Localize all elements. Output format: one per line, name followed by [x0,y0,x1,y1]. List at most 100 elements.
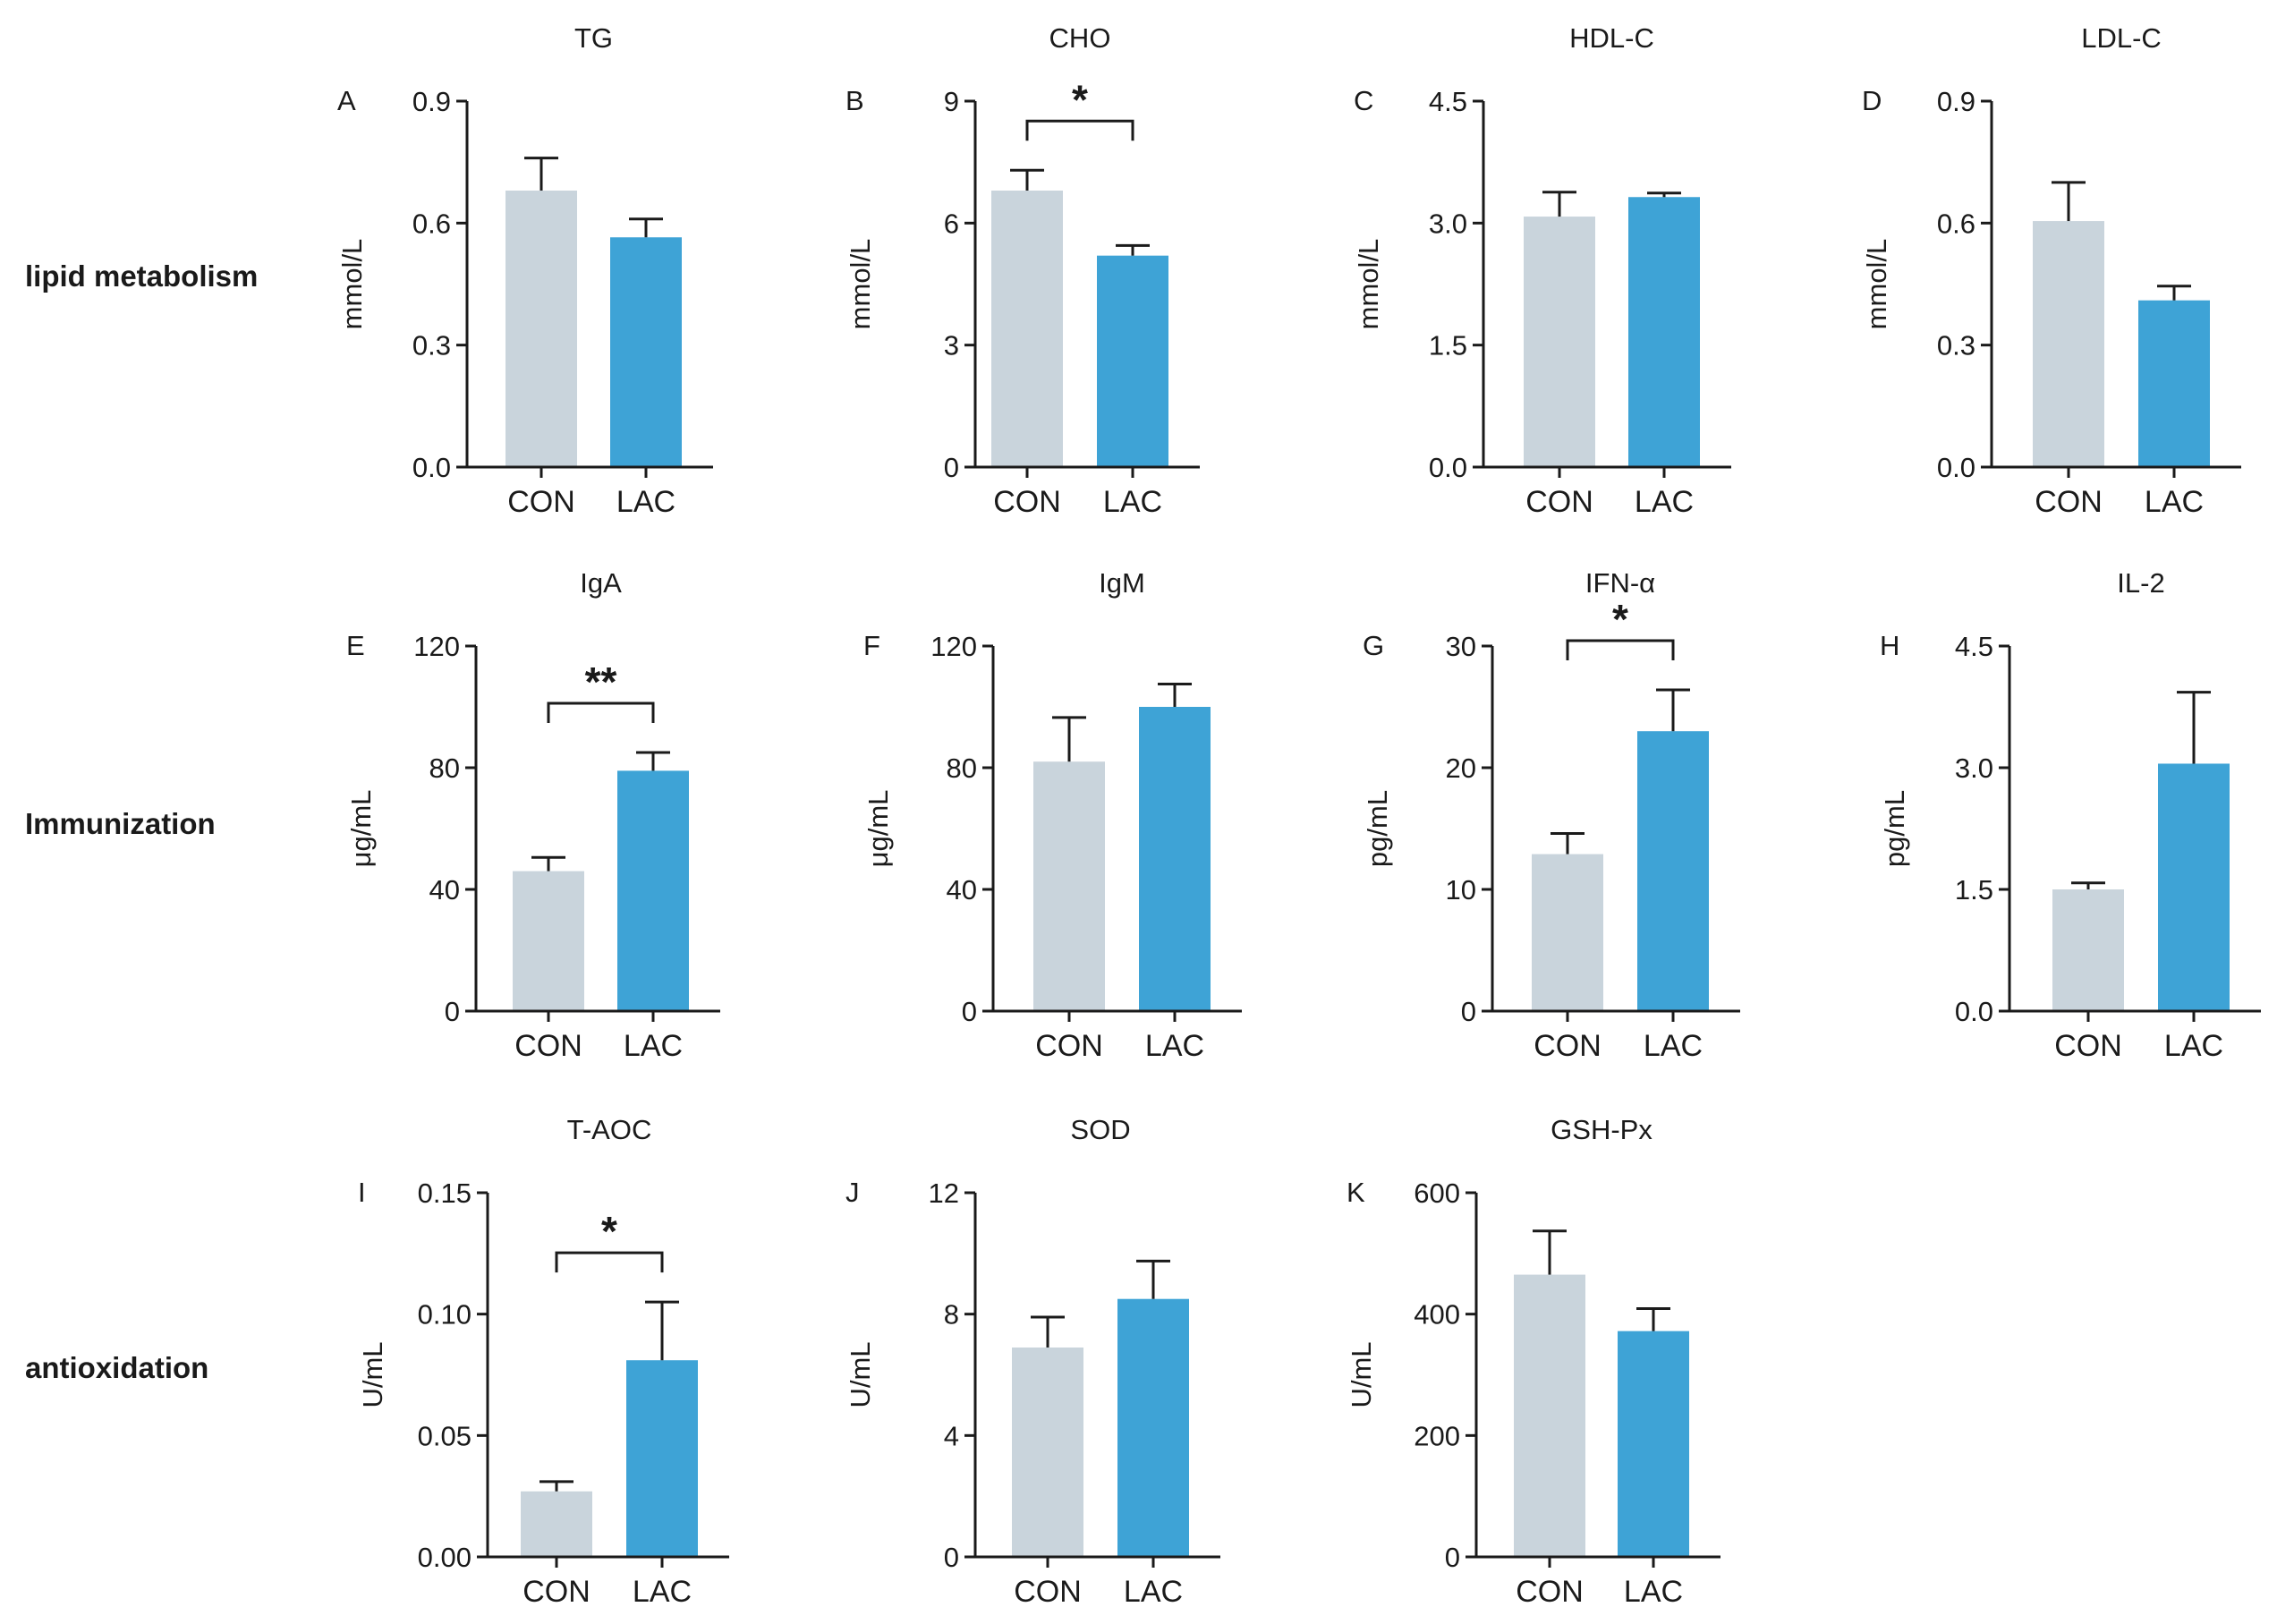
bar-con [521,1491,592,1557]
y-tick-label: 0 [1461,996,1476,1027]
y-tick-label: 0.00 [418,1542,472,1573]
panel-letter: H [1880,630,1899,661]
panel-letter: G [1363,630,1384,661]
y-tick-label: 0 [944,1542,959,1573]
bar-lac [626,1360,698,1557]
panel-title: LDL-C [2081,22,2162,54]
panel-title: IgA [580,567,622,599]
panel-letter: A [337,85,356,116]
y-tick-label: 0.05 [418,1420,472,1451]
panel-title: TG [574,22,613,54]
x-tick-label: CON [1534,1029,1602,1063]
y-axis-label: μg/mL [345,790,377,868]
x-tick-label: LAC [1635,485,1694,519]
panel-k: GSH-Px K U/mL CON LAC 0 200 400 600 [1346,1114,1720,1609]
panel-letter: F [863,630,880,661]
row-label-immunization: Immunization [25,807,216,840]
panel-title: SOD [1070,1114,1130,1145]
x-tick-label: LAC [1644,1029,1703,1063]
y-tick-label: 80 [947,752,977,784]
bar-lac [1618,1331,1689,1557]
panel-letter: I [358,1177,366,1208]
y-tick-label: 4.5 [1429,86,1467,117]
x-tick-label: LAC [616,485,675,519]
y-tick-label: 3.0 [1955,752,1993,784]
significance-bracket [547,701,655,723]
y-tick-label: 0.0 [1937,452,1975,483]
bar-con [506,190,577,467]
bar-lac [1139,707,1211,1011]
panel-j: SOD J U/mL CON LAC 0 4 8 12 [845,1114,1220,1609]
x-tick-label: LAC [1103,485,1162,519]
x-tick-label: CON [1516,1575,1584,1609]
y-tick-label: 120 [413,631,460,662]
y-axis-label: pg/mL [1362,790,1393,867]
panel-f: IgM Fμg/mL CON LAC 0 40 80 120 [862,567,1242,1063]
x-tick-label: CON [1525,485,1593,519]
significance-bracket [1025,119,1134,141]
x-tick-label: CON [2054,1029,2122,1063]
y-axis-label: pg/mL [1879,790,1910,867]
y-tick-label: 0.10 [418,1299,472,1331]
row-label-antioxidation: antioxidation [25,1351,208,1384]
y-tick-label: 6 [944,208,959,239]
row-labels: lipid metabolism Immunization antioxidat… [25,259,258,1384]
bar-lac [1097,255,1168,467]
panel-title: HDL-C [1569,22,1654,54]
panel-title: IgM [1099,567,1145,599]
panel-h: IL-2 Hpg/mL CON LAC 0.0 1.5 3.0 4.5 [1879,567,2261,1063]
panel-letter: C [1354,85,1373,116]
y-tick-label: 0.9 [1937,86,1975,117]
y-tick-label: 4 [944,1420,959,1451]
y-tick-label: 1.5 [1955,874,1993,906]
y-tick-label: 1.5 [1429,330,1467,361]
bar-lac [617,770,689,1011]
x-tick-label: LAC [2164,1029,2223,1063]
y-tick-label: 3 [944,330,959,361]
y-tick-label: 3.0 [1429,208,1467,239]
panel-title: GSH-Px [1551,1114,1653,1145]
panel-g: IFN-α Gpg/mL CON LAC 0 10 20 30 * [1362,567,1740,1063]
y-tick-label: 0 [1445,1542,1460,1573]
panel-letter: K [1347,1177,1365,1208]
x-tick-label: LAC [1124,1575,1183,1609]
x-tick-label: CON [1014,1575,1082,1609]
y-tick-label: 4.5 [1955,631,1993,662]
y-tick-label: 40 [429,874,460,906]
y-tick-label: 120 [930,631,977,662]
bar-con [1033,761,1105,1011]
bar-lac [1628,197,1700,467]
y-axis-label: U/mL [357,1341,388,1407]
panel-e: IgA Eμg/mL CON LAC 0 40 80 120 ** [345,567,720,1063]
panel-title: IL-2 [2117,567,2164,599]
x-tick-label: CON [514,1029,582,1063]
y-tick-label: 600 [1414,1178,1460,1209]
y-tick-label: 40 [947,874,977,906]
y-tick-label: 0 [962,996,977,1027]
y-tick-label: 8 [944,1299,959,1331]
y-tick-label: 200 [1414,1420,1460,1451]
y-axis-label: U/mL [1346,1341,1377,1407]
significance-marker: * [601,1208,617,1254]
x-tick-label: LAC [633,1575,692,1609]
significance-bracket [1566,639,1675,660]
y-tick-label: 0 [445,996,460,1027]
y-tick-label: 0.6 [412,208,451,239]
significance-marker: ** [585,659,617,705]
y-tick-label: 0.3 [1937,330,1975,361]
x-tick-label: CON [523,1575,590,1609]
bar-lac [2138,300,2210,467]
significance-marker: * [1612,596,1628,642]
y-tick-label: 12 [929,1178,959,1209]
y-tick-label: 80 [429,752,460,784]
y-tick-label: 10 [1446,874,1476,906]
y-axis-label: mmol/L [845,239,876,330]
y-tick-label: 9 [944,86,959,117]
y-axis-label: U/mL [845,1341,876,1407]
y-tick-label: 30 [1446,631,1476,662]
y-tick-label: 0.15 [418,1178,472,1209]
bar-con [2033,221,2104,468]
